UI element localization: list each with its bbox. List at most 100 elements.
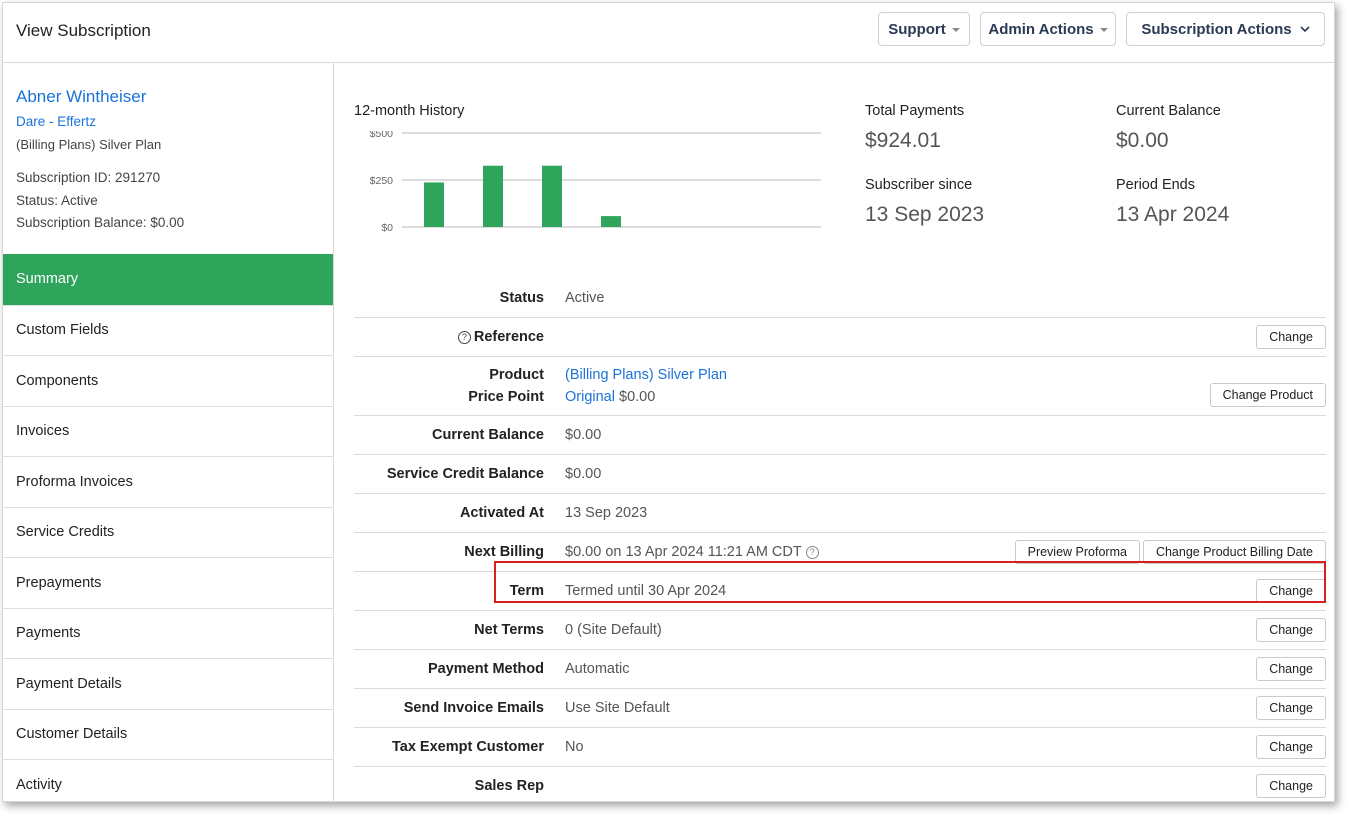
price-point-label: Price Point [468,389,544,405]
nav-item-payment-details[interactable]: Payment Details [3,658,333,709]
product-price-values: (Billing Plans) Silver Plan Original $0.0… [565,356,908,416]
product-price-labels: Product Price Point [354,356,565,416]
table-row: Product Price Point (Billing Plans) Silve… [354,356,1326,416]
table-row: Service Credit Balance $0.00 [354,454,1326,494]
change-tax-exempt-button[interactable]: Change [1256,735,1326,759]
table-row: Sales Rep Change [354,766,1326,801]
customer-org-link[interactable]: Dare - Effertz [16,114,97,129]
sidebar: Abner Wintheiser Dare - Effertz (Billing… [3,63,334,801]
customer-name-link[interactable]: Abner Wintheiser [16,87,147,106]
nav-item-service-credits[interactable]: Service Credits [3,506,333,558]
payment-method-value: Automatic [565,649,908,689]
table-row: Send Invoice Emails Use Site Default Cha… [354,688,1326,728]
subscription-actions-dropdown-button[interactable]: Subscription Actions [1126,12,1325,46]
service-credit-label: Service Credit Balance [354,454,565,494]
subscriber-since-value: 13 Sep 2023 [865,203,985,226]
total-payments-label: Total Payments [865,103,965,119]
term-value: Termed until 30 Apr 2024 [565,571,908,611]
app-window: View Subscription Support Admin Actions … [2,2,1335,802]
tax-exempt-value: No [565,727,908,767]
price-point-value: $0.00 [619,389,656,405]
table-row: Current Balance $0.00 [354,415,1326,455]
table-row: Next Billing $0.00 on 13 Apr 2024 11:21 … [354,532,1326,572]
caret-down-icon [1099,28,1108,32]
change-reference-button[interactable]: Change [1256,325,1326,349]
price-point-link[interactable]: Original [565,389,615,405]
period-ends-label: Period Ends [1116,177,1195,193]
nav-item-proforma-invoices[interactable]: Proforma Invoices [3,456,333,507]
reference-label: Reference [473,329,544,345]
total-payments-value: $924.01 [865,129,941,152]
customer-plan: (Billing Plans) Silver Plan [16,137,162,152]
change-product-button[interactable]: Change Product [1209,383,1326,407]
history-bar [542,165,562,227]
payment-method-label: Payment Method [354,649,565,689]
change-billing-date-button[interactable]: Change Product Billing Date [1142,540,1326,564]
product-label: Product [489,367,544,383]
current-balance-label: Current Balance [354,415,565,455]
nav-item-payments[interactable]: Payments [3,607,333,659]
net-terms-value: 0 (Site Default) [565,610,908,650]
caret-down-icon [951,28,960,32]
main-content: 12-month History $500 $250 $0 Total Paymen… [334,63,1334,801]
next-billing-label: Next Billing [354,532,565,572]
change-payment-method-button[interactable]: Change [1256,657,1326,681]
nav-item-customer-details[interactable]: Customer Details [3,708,333,760]
change-sales-rep-button[interactable]: Change [1256,774,1326,798]
support-dropdown-button[interactable]: Support [878,12,970,46]
send-invoice-emails-value: Use Site Default [565,688,908,728]
activated-at-value: 13 Sep 2023 [565,493,908,533]
term-label: Term [354,571,565,611]
status-value: Active [565,290,605,306]
nav-item-prepayments[interactable]: Prepayments [3,557,333,608]
subscription-id: Subscription ID: 291270 [16,170,161,185]
admin-actions-button-label: Admin Actions [988,20,1094,38]
history-bar [424,182,444,227]
service-credit-value: $0.00 [565,454,908,494]
table-row: Term Termed until 30 Apr 2024 Change [354,571,1326,611]
table-row: Activated At 13 Sep 2023 [354,493,1326,533]
current-balance-stat-label: Current Balance [1116,103,1221,119]
table-row: ? Reference Change [354,317,1326,357]
table-row: Tax Exempt Customer No Change [354,727,1326,767]
nav-item-invoices[interactable]: Invoices [3,405,333,457]
preview-proforma-button[interactable]: Preview Proforma [1014,540,1140,564]
nav-item-components[interactable]: Components [3,355,333,406]
subscription-actions-button-label: Subscription Actions [1141,20,1292,38]
change-send-invoice-button[interactable]: Change [1256,696,1326,720]
help-icon[interactable]: ? [805,546,819,559]
support-button-label: Support [888,20,946,38]
y-tick-label: $500 [370,131,394,140]
sidebar-nav: Summary Custom Fields Components Invoice… [3,254,333,801]
table-row: Net Terms 0 (Site Default) Change [354,610,1326,650]
table-row: Status Active [354,279,1326,318]
subscriber-since-label: Subscriber since [865,177,973,193]
activated-at-label: Activated At [354,493,565,533]
product-link[interactable]: (Billing Plans) Silver Plan [565,367,727,383]
history-bar-chart: $500 $250 $0 [370,131,821,234]
nav-item-custom-fields[interactable]: Custom Fields [3,304,333,356]
net-terms-label: Net Terms [354,610,565,650]
history-bar [483,165,503,227]
table-row: Payment Method Automatic Change [354,649,1326,689]
status-label: Status [499,290,544,306]
tax-exempt-label: Tax Exempt Customer [354,727,565,767]
help-icon[interactable]: ? [457,331,471,344]
y-tick-label: $250 [370,175,394,187]
next-billing-value: $0.00 on 13 Apr 2024 11:21 AM CDT [565,544,802,560]
admin-actions-dropdown-button[interactable]: Admin Actions [980,12,1116,46]
nav-item-activity[interactable]: Activity [3,759,333,801]
page-title: View Subscription [16,21,151,40]
y-tick-label: $0 [381,222,393,234]
change-net-terms-button[interactable]: Change [1256,618,1326,642]
current-balance-value: $0.00 [565,415,908,455]
change-term-button[interactable]: Change [1256,579,1326,603]
history-title: 12-month History [354,103,465,119]
history-bar [601,216,621,227]
period-ends-value: 13 Apr 2024 [1116,203,1230,226]
nav-item-summary[interactable]: Summary [3,254,333,305]
send-invoice-emails-label: Send Invoice Emails [354,688,565,728]
subscription-properties-table: Status Active ? Reference Change Product P… [354,279,1326,801]
sales-rep-label: Sales Rep [354,766,565,801]
reference-label-cell: ? Reference [354,317,565,357]
